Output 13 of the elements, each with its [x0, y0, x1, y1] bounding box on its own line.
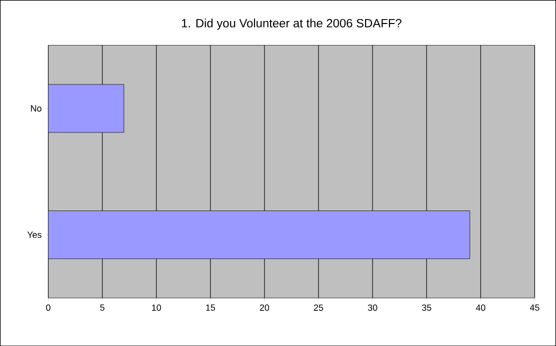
- x-tick-label: 20: [260, 304, 270, 311]
- x-tick-label: 25: [314, 304, 324, 311]
- y-tick-label: No: [31, 105, 42, 112]
- x-tick-label: 45: [530, 304, 540, 311]
- chart-title: 1. Did you Volunteer at the 2006 SDAFF?: [182, 18, 402, 30]
- x-tick-label: 5: [100, 304, 104, 311]
- x-tick-label: 35: [422, 304, 432, 311]
- x-tick-label: 30: [368, 304, 378, 311]
- x-tick-label: 10: [152, 304, 161, 311]
- x-tick-label: 40: [476, 304, 486, 311]
- x-tick-label: 0: [46, 304, 50, 311]
- x-tick-label: 15: [206, 304, 216, 311]
- y-tick-label: Yes: [27, 232, 42, 238]
